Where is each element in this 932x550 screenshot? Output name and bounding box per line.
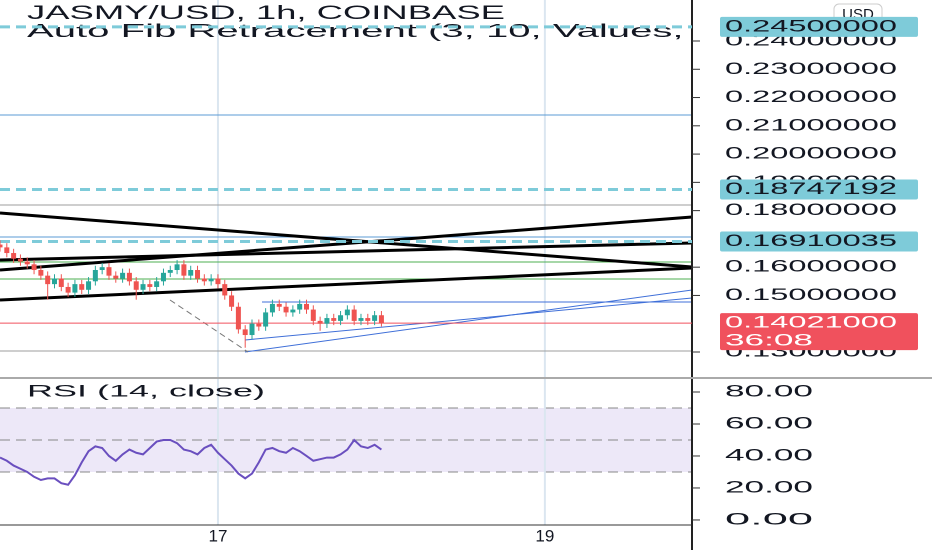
candle-body [188, 270, 194, 276]
rsi-line [0, 438, 382, 486]
candle-body [24, 261, 30, 265]
trend-line [0, 241, 693, 262]
y-tick-label: 0.15000000 [725, 285, 897, 304]
price-label: 0.24500000 [725, 16, 897, 35]
chart-title: JASMY/USD, 1h, COINBASE [27, 3, 505, 24]
candle-body [378, 315, 384, 324]
candle-body [154, 281, 160, 287]
candle-body [297, 303, 303, 310]
candle-body [338, 315, 344, 321]
candle-body [31, 264, 37, 270]
trend-line [0, 215, 693, 272]
candle-body [92, 270, 98, 282]
candle-body [222, 284, 228, 296]
candle-body [331, 318, 337, 321]
price-label: 0.16910035 [725, 231, 897, 250]
y-tick-label: 0.21000000 [725, 115, 897, 134]
trend-line [0, 266, 693, 302]
price-axis [692, 0, 932, 550]
candle-body [317, 320, 323, 324]
countdown: 36:08 [725, 331, 813, 350]
candle-body [303, 303, 309, 310]
candle-body [79, 284, 85, 290]
candle-body [263, 312, 269, 327]
drawings [0, 114, 693, 353]
y-tick-label: 0.18000000 [725, 200, 897, 219]
y-tick-label: 60.00 [725, 413, 813, 432]
candle-body [351, 309, 357, 321]
y-tick-label: 0.00 [725, 509, 813, 528]
x-tick-label: 17 [208, 526, 227, 545]
price-label-box [720, 313, 918, 351]
candle-body [242, 329, 248, 336]
candle-body [58, 278, 64, 287]
trend-line [244, 289, 693, 353]
candle-body [99, 267, 105, 270]
candle-body [256, 323, 262, 327]
candle-body [167, 270, 173, 273]
trend-line [244, 297, 693, 341]
candle-body [65, 286, 71, 293]
x-tick-label: 19 [535, 526, 554, 545]
candle-body [181, 264, 187, 276]
candle-body [147, 284, 153, 287]
price-label-box [720, 231, 918, 252]
candle-body [174, 264, 180, 270]
candle-body [201, 278, 207, 282]
candle-body [17, 258, 23, 262]
candle-body [133, 281, 139, 290]
price-label: 0.14021000 [725, 313, 897, 332]
candle-body [276, 303, 282, 307]
candle-body [208, 278, 214, 282]
candle-body [160, 272, 166, 282]
candle-body [72, 284, 78, 293]
candle-body [4, 247, 10, 254]
candle-body [249, 323, 255, 336]
price-label-box [720, 179, 918, 200]
candle-body [365, 318, 371, 321]
candle-body [11, 253, 17, 259]
chart-subtitle: Auto Fib Retracement (3, 10, Values, L [27, 21, 717, 41]
rsi-title: RSI (14, close) [27, 381, 265, 400]
candle-body [140, 284, 146, 290]
y-tick-label: 0.23000000 [725, 59, 897, 78]
price-label-box [720, 16, 918, 37]
candle-body [229, 295, 235, 307]
trend-line [169, 299, 249, 353]
y-tick-label: 40.00 [725, 445, 813, 464]
candle-body [235, 306, 241, 330]
candle-body [344, 309, 350, 316]
candle-body [113, 275, 119, 279]
y-tick-label: 0.22000000 [725, 87, 897, 106]
candle-body [120, 272, 126, 279]
candle-body [126, 272, 132, 282]
candle-body [372, 315, 378, 321]
price-label: 0.18747192 [725, 179, 897, 198]
candle-body [38, 270, 44, 276]
y-tick-label: 0.16000000 [725, 257, 897, 276]
candle-body [324, 318, 330, 324]
candle-body [290, 309, 296, 313]
candle-body [358, 318, 364, 321]
candle-body [106, 267, 112, 276]
candle-body [283, 306, 289, 313]
y-tick-label: 80.00 [725, 381, 813, 400]
candle-body [0, 244, 3, 248]
y-tick-label: 0.20000000 [725, 144, 897, 163]
candle-body [45, 275, 51, 285]
candle-body [269, 303, 275, 313]
candle-body [51, 278, 57, 285]
candle-body [310, 309, 316, 321]
candle-body [86, 281, 92, 290]
candle-body [195, 270, 201, 279]
candle-body [215, 278, 221, 285]
y-tick-label: 20.00 [725, 477, 813, 496]
